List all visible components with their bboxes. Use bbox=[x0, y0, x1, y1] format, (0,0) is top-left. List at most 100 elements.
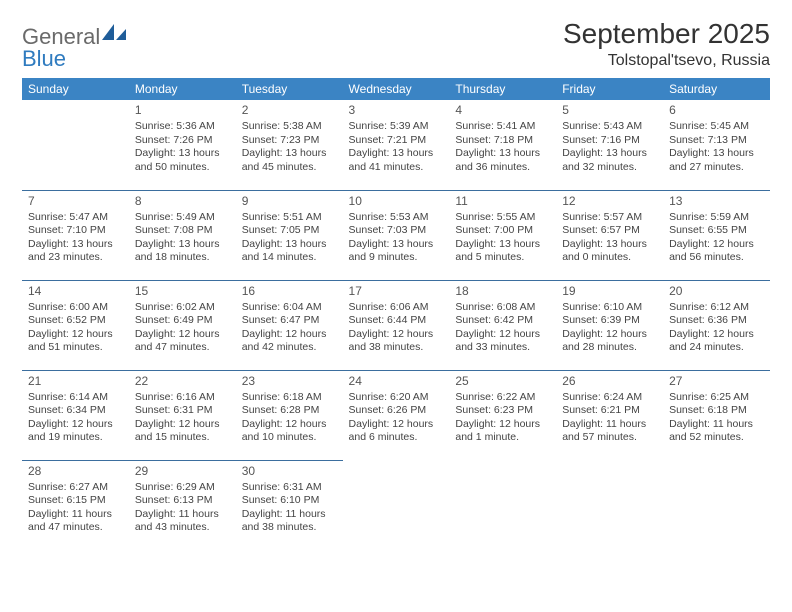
sunrise-text: Sunrise: 5:41 AM bbox=[455, 120, 550, 133]
calendar-day-cell: 17 Sunrise: 6:06 AMSunset: 6:44 PMDayligh… bbox=[343, 280, 450, 370]
daylight-text: Daylight: 13 hours and 41 minutes. bbox=[349, 147, 444, 174]
sunset-text: Sunset: 6:28 PM bbox=[242, 404, 337, 417]
sunrise-text: Sunrise: 6:06 AM bbox=[349, 301, 444, 314]
daylight-text: Daylight: 13 hours and 36 minutes. bbox=[455, 147, 550, 174]
calendar-day-cell: 1Sunrise: 5:36 AMSunset: 7:26 PMDaylight… bbox=[129, 100, 236, 190]
day-number: 12 bbox=[562, 194, 657, 209]
calendar-week-row: 21Sunrise: 6:14 AMSunset: 6:34 PMDayligh… bbox=[22, 370, 770, 460]
calendar-day-cell: 2Sunrise: 5:38 AMSunset: 7:23 PMDaylight… bbox=[236, 100, 343, 190]
weekday-header: Thursday bbox=[449, 78, 556, 100]
day-number: 29 bbox=[135, 464, 230, 479]
sunrise-text: Sunrise: 6:00 AM bbox=[28, 301, 123, 314]
sunset-text: Sunset: 7:10 PM bbox=[28, 224, 123, 237]
daylight-text: Daylight: 11 hours and 52 minutes. bbox=[669, 418, 764, 445]
calendar-day-cell: 5Sunrise: 5:43 AMSunset: 7:16 PMDaylight… bbox=[556, 100, 663, 190]
logo-word-2: Blue bbox=[22, 46, 66, 71]
page-title: September 2025 bbox=[563, 18, 770, 50]
sunrise-text: Sunrise: 6:27 AM bbox=[28, 481, 123, 494]
sunset-text: Sunset: 6:18 PM bbox=[669, 404, 764, 417]
sunrise-text: Sunrise: 6:20 AM bbox=[349, 391, 444, 404]
day-number: 19 bbox=[562, 284, 657, 299]
calendar-week-row: 1Sunrise: 5:36 AMSunset: 7:26 PMDaylight… bbox=[22, 100, 770, 190]
weekday-header-row: SundayMondayTuesdayWednesdayThursdayFrid… bbox=[22, 78, 770, 100]
sunset-text: Sunset: 6:13 PM bbox=[135, 494, 230, 507]
sunrise-text: Sunrise: 5:57 AM bbox=[562, 211, 657, 224]
day-number: 17 bbox=[349, 284, 444, 299]
sunset-text: Sunset: 6:10 PM bbox=[242, 494, 337, 507]
day-number: 25 bbox=[455, 374, 550, 389]
daylight-text: Daylight: 12 hours and 15 minutes. bbox=[135, 418, 230, 445]
sunset-text: Sunset: 6:47 PM bbox=[242, 314, 337, 327]
daylight-text: Daylight: 12 hours and 28 minutes. bbox=[562, 328, 657, 355]
sunset-text: Sunset: 6:39 PM bbox=[562, 314, 657, 327]
sunset-text: Sunset: 7:08 PM bbox=[135, 224, 230, 237]
daylight-text: Daylight: 13 hours and 23 minutes. bbox=[28, 238, 123, 265]
calendar-day-cell bbox=[343, 460, 450, 550]
calendar-day-cell: 16Sunrise: 6:04 AMSunset: 6:47 PMDayligh… bbox=[236, 280, 343, 370]
calendar-day-cell: 24Sunrise: 6:20 AMSunset: 6:26 PMDayligh… bbox=[343, 370, 450, 460]
sunrise-text: Sunrise: 5:53 AM bbox=[349, 211, 444, 224]
sunrise-text: Sunrise: 5:51 AM bbox=[242, 211, 337, 224]
day-number: 18 bbox=[455, 284, 550, 299]
sunrise-text: Sunrise: 6:31 AM bbox=[242, 481, 337, 494]
calendar-day-cell: 9Sunrise: 5:51 AMSunset: 7:05 PMDaylight… bbox=[236, 190, 343, 280]
sunrise-text: Sunrise: 6:24 AM bbox=[562, 391, 657, 404]
sunrise-text: Sunrise: 6:18 AM bbox=[242, 391, 337, 404]
daylight-text: Daylight: 11 hours and 38 minutes. bbox=[242, 508, 337, 535]
daylight-text: Daylight: 12 hours and 38 minutes. bbox=[349, 328, 444, 355]
calendar-day-cell: 26Sunrise: 6:24 AMSunset: 6:21 PMDayligh… bbox=[556, 370, 663, 460]
daylight-text: Daylight: 13 hours and 0 minutes. bbox=[562, 238, 657, 265]
sunrise-text: Sunrise: 6:22 AM bbox=[455, 391, 550, 404]
sunset-text: Sunset: 6:34 PM bbox=[28, 404, 123, 417]
title-block: September 2025 Tolstopal'tsevo, Russia bbox=[563, 18, 770, 70]
sunset-text: Sunset: 6:49 PM bbox=[135, 314, 230, 327]
calendar-day-cell: 27Sunrise: 6:25 AMSunset: 6:18 PMDayligh… bbox=[663, 370, 770, 460]
sunset-text: Sunset: 6:42 PM bbox=[455, 314, 550, 327]
sunset-text: Sunset: 7:21 PM bbox=[349, 134, 444, 147]
calendar-week-row: 7Sunrise: 5:47 AMSunset: 7:10 PMDaylight… bbox=[22, 190, 770, 280]
day-number: 9 bbox=[242, 194, 337, 209]
daylight-text: Daylight: 13 hours and 50 minutes. bbox=[135, 147, 230, 174]
daylight-text: Daylight: 13 hours and 45 minutes. bbox=[242, 147, 337, 174]
calendar-day-cell: 8Sunrise: 5:49 AMSunset: 7:08 PMDaylight… bbox=[129, 190, 236, 280]
day-number: 24 bbox=[349, 374, 444, 389]
day-number: 2 bbox=[242, 103, 337, 118]
calendar-day-cell: 30Sunrise: 6:31 AMSunset: 6:10 PMDayligh… bbox=[236, 460, 343, 550]
weekday-header: Wednesday bbox=[343, 78, 450, 100]
sunset-text: Sunset: 7:23 PM bbox=[242, 134, 337, 147]
sunset-text: Sunset: 7:03 PM bbox=[349, 224, 444, 237]
sunrise-text: Sunrise: 5:49 AM bbox=[135, 211, 230, 224]
daylight-text: Daylight: 12 hours and 6 minutes. bbox=[349, 418, 444, 445]
sunset-text: Sunset: 6:36 PM bbox=[669, 314, 764, 327]
day-number: 1 bbox=[135, 103, 230, 118]
sunset-text: Sunset: 6:21 PM bbox=[562, 404, 657, 417]
day-number: 20 bbox=[669, 284, 764, 299]
sunset-text: Sunset: 7:26 PM bbox=[135, 134, 230, 147]
calendar-day-cell: 28Sunrise: 6:27 AMSunset: 6:15 PMDayligh… bbox=[22, 460, 129, 550]
sunset-text: Sunset: 6:44 PM bbox=[349, 314, 444, 327]
daylight-text: Daylight: 12 hours and 10 minutes. bbox=[242, 418, 337, 445]
calendar-day-cell: 25Sunrise: 6:22 AMSunset: 6:23 PMDayligh… bbox=[449, 370, 556, 460]
weekday-header: Friday bbox=[556, 78, 663, 100]
calendar-week-row: 14Sunrise: 6:00 AMSunset: 6:52 PMDayligh… bbox=[22, 280, 770, 370]
daylight-text: Daylight: 12 hours and 1 minute. bbox=[455, 418, 550, 445]
sunset-text: Sunset: 7:05 PM bbox=[242, 224, 337, 237]
sunrise-text: Sunrise: 5:59 AM bbox=[669, 211, 764, 224]
sunrise-text: Sunrise: 6:16 AM bbox=[135, 391, 230, 404]
calendar-table: SundayMondayTuesdayWednesdayThursdayFrid… bbox=[22, 78, 770, 550]
calendar-day-cell: 4Sunrise: 5:41 AMSunset: 7:18 PMDaylight… bbox=[449, 100, 556, 190]
calendar-day-cell: 11Sunrise: 5:55 AMSunset: 7:00 PMDayligh… bbox=[449, 190, 556, 280]
sunset-text: Sunset: 7:18 PM bbox=[455, 134, 550, 147]
calendar-day-cell: 20Sunrise: 6:12 AMSunset: 6:36 PMDayligh… bbox=[663, 280, 770, 370]
logo: General Blue bbox=[22, 18, 128, 70]
sunrise-text: Sunrise: 5:45 AM bbox=[669, 120, 764, 133]
sunset-text: Sunset: 6:15 PM bbox=[28, 494, 123, 507]
weekday-header: Monday bbox=[129, 78, 236, 100]
daylight-text: Daylight: 12 hours and 42 minutes. bbox=[242, 328, 337, 355]
calendar-day-cell: 6Sunrise: 5:45 AMSunset: 7:13 PMDaylight… bbox=[663, 100, 770, 190]
sunrise-text: Sunrise: 5:47 AM bbox=[28, 211, 123, 224]
day-number: 11 bbox=[455, 194, 550, 209]
calendar-day-cell: 12Sunrise: 5:57 AMSunset: 6:57 PMDayligh… bbox=[556, 190, 663, 280]
calendar-day-cell bbox=[556, 460, 663, 550]
sunset-text: Sunset: 6:55 PM bbox=[669, 224, 764, 237]
